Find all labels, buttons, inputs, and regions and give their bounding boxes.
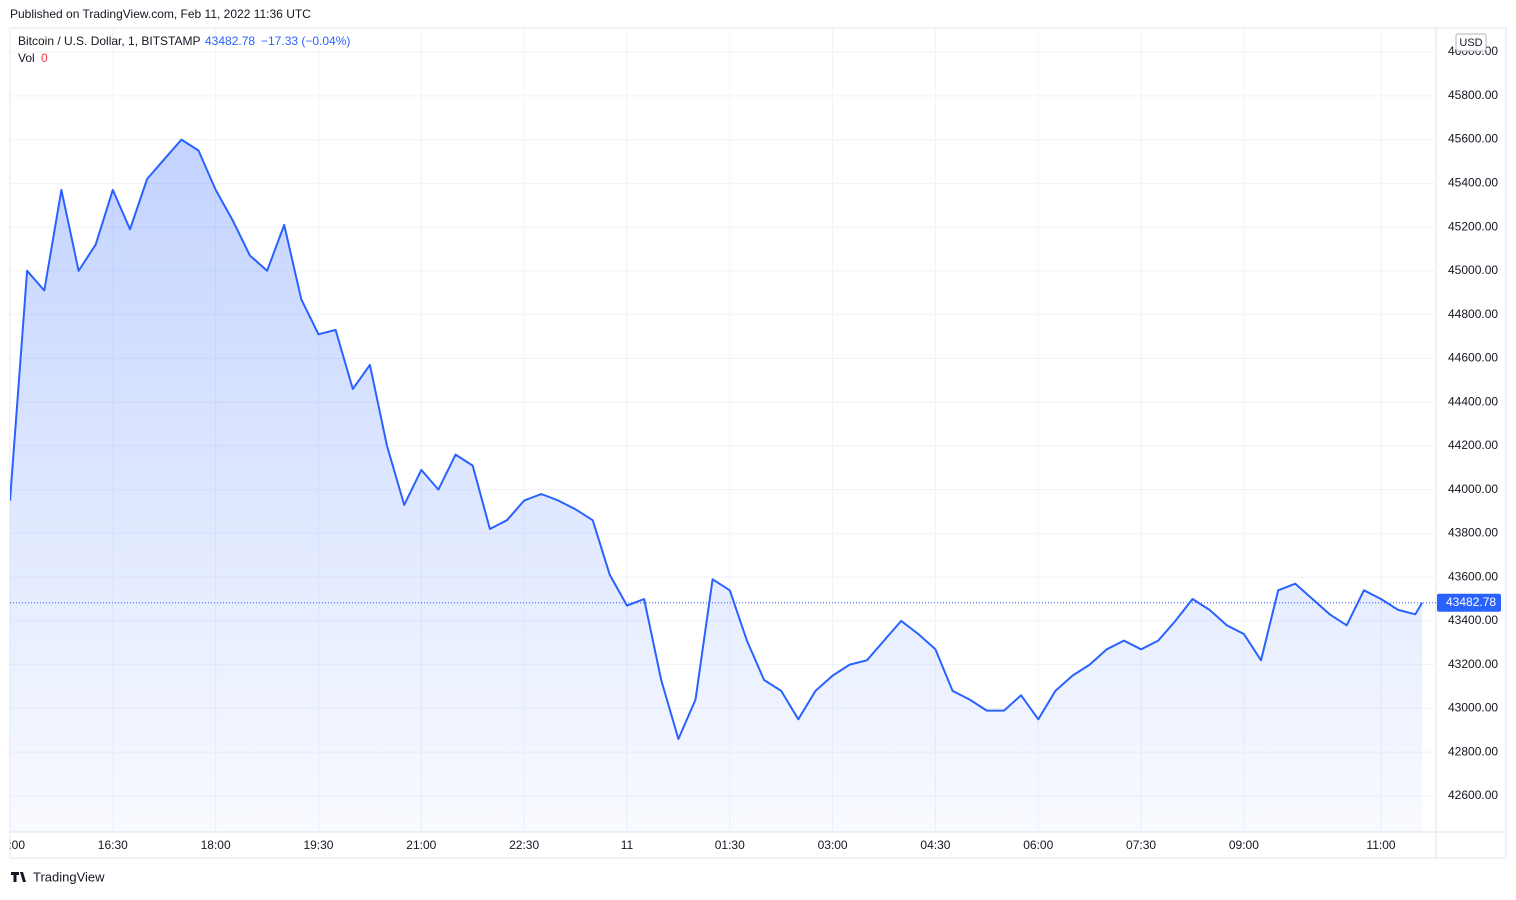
y-tick-label: 44800.00 [1448, 307, 1498, 321]
brand-name: TradingView [33, 869, 105, 884]
brand-logo [11, 872, 26, 882]
y-tick-label: 44200.00 [1448, 438, 1498, 452]
y-tick-label: 42600.00 [1448, 788, 1498, 802]
x-tick-label: 15:00 [0, 838, 25, 852]
price-line [10, 138, 1423, 740]
y-tick-label: 43400.00 [1448, 613, 1498, 627]
x-tick-label: 19:30 [303, 838, 333, 852]
x-tick-label: 18:00 [201, 838, 231, 852]
x-tick-label: 07:30 [1126, 838, 1156, 852]
published-note: Published on TradingView.com, Feb 11, 20… [10, 7, 311, 21]
volume-label: Vol [18, 51, 35, 65]
currency[interactable]: USD [1459, 37, 1482, 49]
x-tick-label: 16:30 [98, 838, 128, 852]
last-price-label: 43482.78 [1446, 595, 1496, 609]
y-tick-label: 42800.00 [1448, 744, 1498, 758]
y-tick-label: 44000.00 [1448, 482, 1498, 496]
y-tick-label: 44600.00 [1448, 351, 1498, 365]
x-tick-label: 01:30 [715, 838, 745, 852]
y-tick-label: 45200.00 [1448, 219, 1498, 233]
brand: TradingView [11, 869, 105, 884]
y-tick-label: 45000.00 [1448, 263, 1498, 277]
currency-box[interactable] [1455, 33, 1487, 52]
x-tick-label: 21:00 [406, 838, 436, 852]
volume-value: 0 [41, 51, 48, 65]
x-tick-label: 09:00 [1229, 838, 1259, 852]
y-tick-label: 45800.00 [1448, 88, 1498, 102]
x-tick-label: 04:30 [920, 838, 950, 852]
y-tick-label: 43800.00 [1448, 526, 1498, 540]
last-price-badge [1437, 593, 1501, 612]
y-tick-label: 43200.00 [1448, 657, 1498, 671]
x-tick-label: 11 [621, 838, 634, 852]
x-tick-label: 06:00 [1023, 838, 1053, 852]
y-tick-label: 45400.00 [1448, 176, 1498, 190]
x-tick-label: 03:00 [818, 838, 848, 852]
y-tick-label: 45600.00 [1448, 132, 1498, 146]
x-tick-label: 11:00 [1366, 838, 1395, 852]
header-price: 43482.78 [205, 34, 255, 48]
x-tick-label: 22:30 [509, 838, 539, 852]
y-tick-label: 44400.00 [1448, 394, 1498, 408]
chart-title: Bitcoin / U.S. Dollar, 1, BITSTAMP [18, 34, 201, 48]
header-change: −17.33 (−0.04%) [261, 34, 350, 48]
area-fill [10, 139, 1423, 833]
y-tick-label: 43600.00 [1448, 569, 1498, 583]
y-tick-label: 43000.00 [1448, 701, 1498, 715]
